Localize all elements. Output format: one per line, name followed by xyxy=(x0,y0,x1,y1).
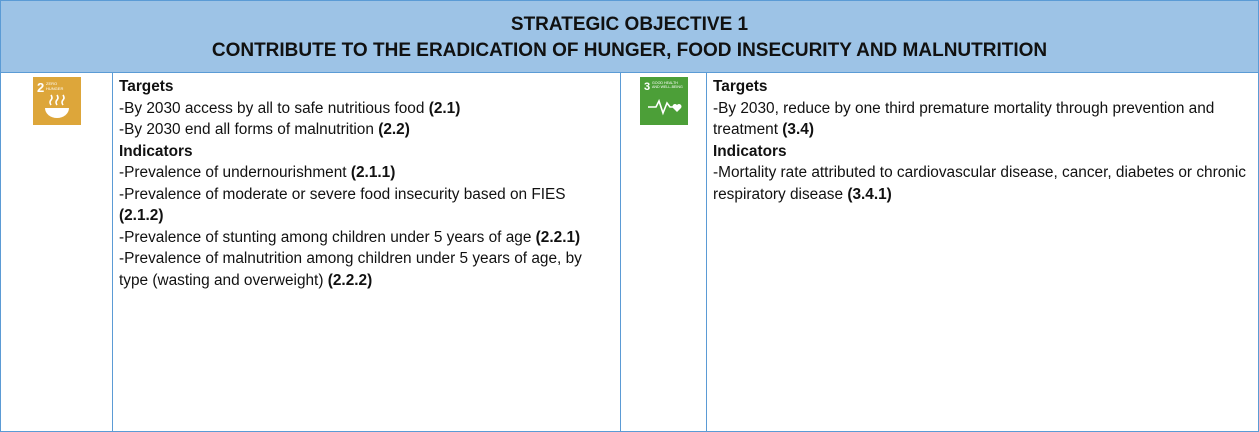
list-item: -By 2030 end all forms of malnutrition (… xyxy=(119,119,614,141)
item-code: (2.1.1) xyxy=(350,164,396,181)
item-text: -Prevalence of malnutrition among childr… xyxy=(119,250,582,289)
header-line: CONTRIBUTE TO THE ERADICATION OF HUNGER,… xyxy=(211,40,1048,61)
section-heading: Targets xyxy=(119,78,174,95)
item-code: (2.1.2) xyxy=(119,207,164,224)
item-text: -Prevalence of moderate or severe food i… xyxy=(119,185,566,203)
item-text: -By 2030, reduce by one third premature … xyxy=(713,99,1215,139)
icon-label: GOOD HEALTH xyxy=(652,81,678,85)
list-item: -Prevalence of malnutrition among childr… xyxy=(119,248,614,291)
item-code: (2.2.2) xyxy=(327,271,373,289)
section-heading: Indicators xyxy=(713,142,787,160)
sdg-icon: 2 ZERO HUNGER xyxy=(32,77,81,125)
columns: 2 ZERO HUNGER Targets -By 2030 access by … xyxy=(1,73,1258,431)
icon-label: HUNGER xyxy=(46,86,63,91)
icon-label: ZERO xyxy=(46,81,57,86)
icon-cell: 2 ZERO HUNGER xyxy=(1,73,113,431)
item-code: (2.2.1) xyxy=(535,228,581,246)
list-item: -By 2030 access by all to safe nutritiou… xyxy=(119,98,614,120)
list-item: -Prevalence of moderate or severe food i… xyxy=(119,184,614,227)
item-text: -By 2030 end all forms of malnutrition xyxy=(119,121,374,138)
icon-number: 2 xyxy=(37,80,44,95)
list-item: -Mortality rate attributed to cardiovasc… xyxy=(713,162,1252,205)
header-line: STRATEGIC OBJECTIVE 1 xyxy=(510,14,749,35)
list-item: -Prevalence of stunting among children u… xyxy=(119,227,614,249)
item-code: (2.1) xyxy=(428,99,461,117)
header: STRATEGIC OBJECTIVE 1 CONTRIBUTE TO THE … xyxy=(1,1,1258,73)
item-text: -Prevalence of stunting among children u… xyxy=(119,228,532,246)
section-heading: Targets xyxy=(713,78,768,95)
text-cell: Targets -By 2030 access by all to safe nu… xyxy=(113,73,621,431)
item-code: (3.4) xyxy=(782,121,814,138)
item-code: (2.2) xyxy=(378,121,410,138)
list-item: -By 2030, reduce by one third premature … xyxy=(713,98,1252,141)
sdg-icon: 3 GOOD HEALTH AND WELL-BEING xyxy=(639,77,688,125)
text-cell: Targets -By 2030, reduce by one third pre… xyxy=(707,73,1258,431)
section-heading: Indicators xyxy=(119,142,193,160)
list-item: -Prevalence of undernourishment (2.1.1) xyxy=(119,162,614,184)
icon-label: AND WELL-BEING xyxy=(652,85,683,89)
item-text: -Prevalence of undernourishment xyxy=(119,164,347,181)
item-text: -By 2030 access by all to safe nutritiou… xyxy=(119,99,425,117)
icon-number: 3 xyxy=(644,81,650,93)
icon-cell: 3 GOOD HEALTH AND WELL-BEING xyxy=(621,73,707,431)
item-text: -Mortality rate attributed to cardiovasc… xyxy=(713,164,1246,203)
item-code: (3.4.1) xyxy=(847,185,892,203)
